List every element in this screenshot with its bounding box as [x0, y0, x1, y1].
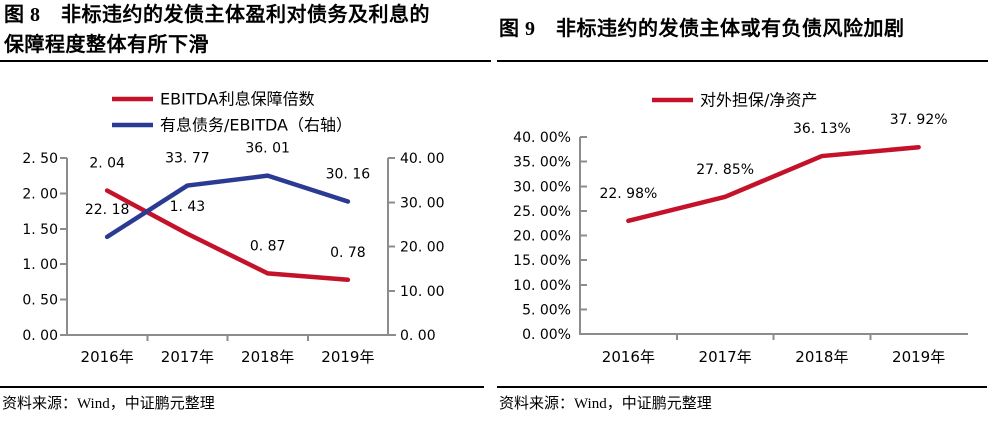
- data-point-label: 30. 16: [326, 167, 371, 183]
- y-axis-right-tick-label: 0. 00: [400, 328, 436, 344]
- legend-label: 对外担保/净资产: [700, 91, 817, 110]
- y-axis-left-tick-label: 0. 00: [22, 328, 58, 344]
- data-point-label: 36. 13%: [793, 121, 851, 137]
- data-point-label: 36. 01: [245, 141, 290, 157]
- x-axis-category-label: 2017年: [161, 348, 214, 366]
- y-axis-right-tick-label: 30. 00: [400, 195, 445, 211]
- y-axis-left-tick-label: 35. 00%: [513, 155, 571, 171]
- figure9-footer-rule: [497, 386, 987, 388]
- data-point-label: 33. 77: [165, 151, 210, 167]
- data-point-label: 37. 92%: [890, 112, 948, 128]
- y-axis-left-tick-label: 40. 00%: [513, 130, 571, 146]
- x-axis-category-label: 2018年: [795, 348, 848, 366]
- x-axis-category-label: 2018年: [241, 348, 294, 366]
- y-axis-left-tick-label: 0. 50: [22, 293, 58, 309]
- figure8-title-line1: 图 8 非标违约的发债主体盈利对债务及利息的: [4, 4, 430, 26]
- data-point-label: 1. 43: [170, 199, 206, 215]
- figure8-header-rule: [0, 60, 491, 62]
- figure8-title-line2: 保障程度整体有所下滑: [4, 34, 209, 56]
- data-point-label: 0. 78: [330, 245, 366, 261]
- legend-label: 有息债务/EBITDA（右轴）: [160, 116, 352, 135]
- figure9-line-chart: 0. 00% 5. 00% 10. 00% 15. 00% 20. 00% 25. 00%…: [513, 91, 968, 366]
- x-axis-category-label: 2016年: [602, 348, 655, 366]
- figure9-title: 图 9 非标违约的发债主体或有负债风险加剧: [499, 14, 987, 44]
- data-point-label: 22. 18: [85, 202, 130, 218]
- y-axis-left-tick-label: 5. 00%: [522, 302, 571, 318]
- y-axis-left-tick-label: 1. 00: [22, 257, 58, 273]
- y-axis-right-tick-label: 10. 00: [400, 284, 445, 300]
- figure8-line-chart: 0. 00 0. 50 1. 00 1. 50 2. 00 2. 50 0. 00 10. 0…: [22, 90, 445, 367]
- y-axis-left-tick-label: 20. 00%: [513, 229, 571, 245]
- x-axis-category-label: 2016年: [81, 348, 134, 366]
- y-axis-left-tick-label: 10. 00%: [513, 278, 571, 294]
- y-axis-left-tick-label: 2. 00: [22, 186, 58, 202]
- figure9-title-line1: 图 9 非标违约的发债主体或有负债风险加剧: [499, 18, 905, 40]
- data-point-label: 27. 85%: [696, 162, 754, 178]
- figure8-title: 图 8 非标违约的发债主体盈利对债务及利息的 保障程度整体有所下滑: [4, 0, 490, 60]
- data-point-label: 22. 98%: [599, 186, 657, 202]
- y-axis-right-tick-label: 20. 00: [400, 240, 445, 256]
- y-axis-left-tick-label: 0. 00%: [522, 327, 571, 343]
- y-axis-left-tick-label: 15. 00%: [513, 253, 571, 269]
- series-line: [104, 173, 351, 240]
- data-point-label: 2. 04: [89, 156, 125, 172]
- legend-label: EBITDA利息保障倍数: [160, 90, 315, 109]
- figure9-header-rule: [497, 60, 988, 62]
- figure9-source: 资料来源：Wind，中证鹏元整理: [499, 396, 712, 412]
- x-axis-category-label: 2017年: [699, 348, 752, 366]
- figure8-footer-rule: [0, 386, 484, 388]
- x-axis-category-label: 2019年: [892, 348, 945, 366]
- series-line: [626, 144, 921, 224]
- y-axis-left-tick-label: 30. 00%: [513, 179, 571, 195]
- y-axis-left-tick-label: 2. 50: [22, 151, 58, 167]
- series-line: [104, 188, 351, 283]
- figure8-source: 资料来源：Wind，中证鹏元整理: [2, 396, 215, 412]
- y-axis-left-tick-label: 1. 50: [22, 222, 58, 238]
- x-axis-category-label: 2019年: [321, 348, 374, 366]
- data-point-label: 0. 87: [250, 238, 286, 254]
- y-axis-right-tick-label: 40. 00: [400, 151, 445, 167]
- y-axis-left-tick-label: 25. 00%: [513, 204, 571, 220]
